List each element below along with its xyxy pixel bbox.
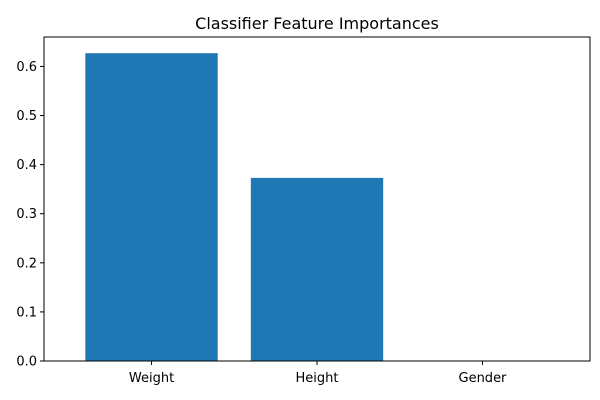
y-tick-label: 0.4 [16,158,37,173]
y-tick-label: 0.0 [16,355,37,370]
y-tick-label: 0.1 [16,305,37,320]
bar-height [250,177,384,361]
y-tick-label: 0.6 [16,60,37,75]
y-tick-label: 0.5 [16,109,37,124]
x-axis: Weight Height Gender [129,361,507,386]
y-tick-label: 0.2 [16,256,37,271]
chart-title: Classifier Feature Importances [195,14,439,33]
y-tick-label: 0.3 [16,207,37,222]
bars-layer [85,53,384,361]
plot-frame [43,36,591,362]
y-axis: 0.0 0.1 0.2 0.3 0.4 0.5 0.6 [16,60,44,370]
x-tick-label: Weight [129,371,174,386]
x-tick-label: Height [296,371,339,386]
x-tick-label: Gender [459,371,508,386]
bar-weight [85,53,218,361]
